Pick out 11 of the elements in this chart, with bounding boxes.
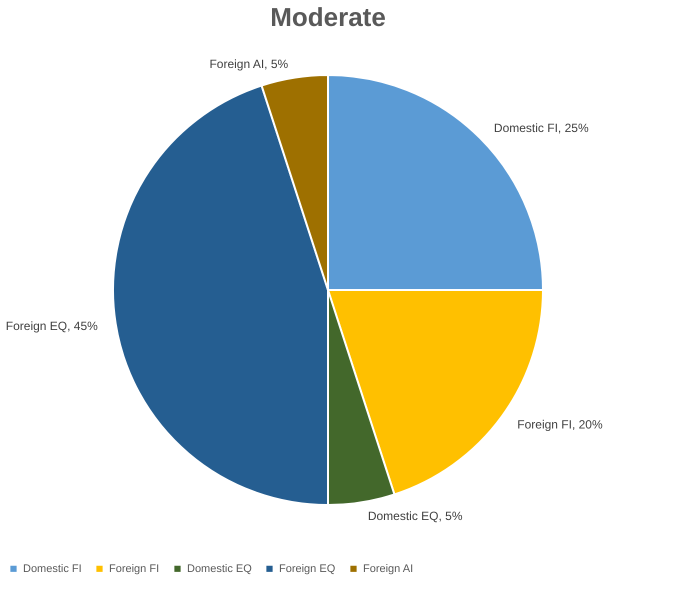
data-label: Foreign EQ, 45% [6, 318, 98, 333]
legend-label: Foreign AI [363, 562, 414, 575]
data-label: Domestic EQ, 5% [368, 509, 463, 524]
legend-label: Domestic EQ [187, 562, 252, 575]
legend-label: Foreign FI [109, 562, 160, 575]
data-label: Foreign FI, 20% [517, 418, 603, 432]
data-label: Domestic FI, 25% [494, 121, 589, 136]
data-label: Foreign AI, 5% [209, 56, 288, 71]
legend-label: Foreign EQ [279, 562, 336, 575]
chart-title: Moderate [270, 2, 386, 32]
legend-label: Domestic FI [23, 562, 82, 575]
